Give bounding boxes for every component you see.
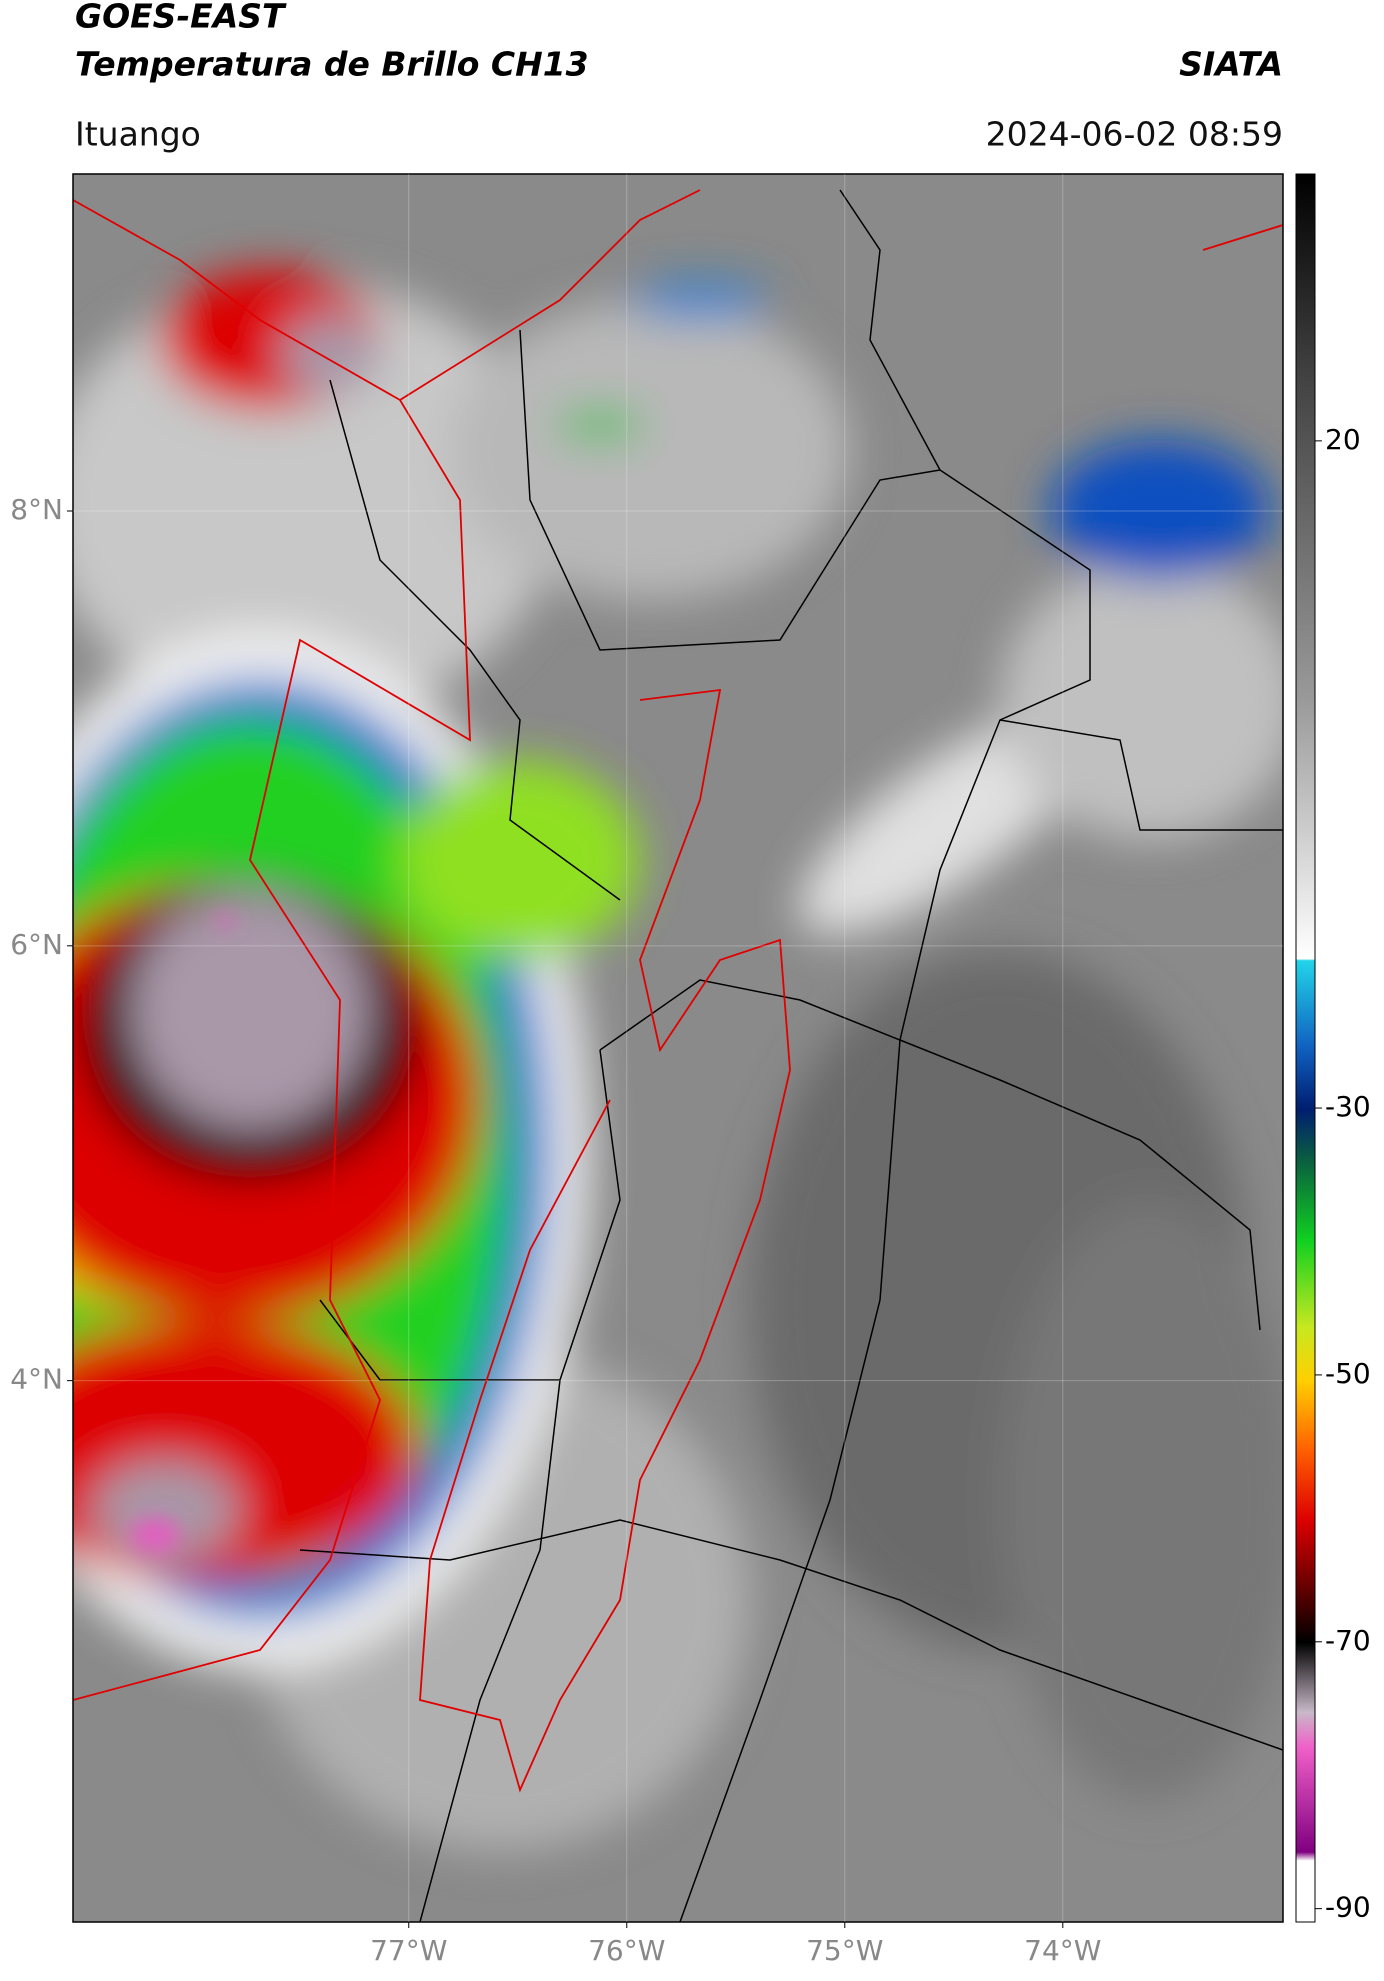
lon-tick-label: 75°W [806,1934,883,1967]
satellite-image [73,174,1283,1922]
colorbar-tick-label: 20 [1325,423,1361,456]
colorbar-tick-label: -30 [1325,1090,1371,1123]
lon-tick-label: 74°W [1024,1934,1101,1967]
lat-tick-label: 4°N [10,1363,63,1396]
location: Ituango [75,115,201,154]
colorbar-tick-label: -90 [1325,1891,1371,1924]
axes: 8°N 6°N 4°N 77°W 76°W 75°W 74°W [10,174,1283,1967]
datetime: 2024-06-02 08:59 [986,115,1283,154]
map-frame [72,173,1284,1923]
colorbar-ticks: 20 -30 -50 -70 -90 [1315,423,1371,1924]
lat-tick-label: 8°N [10,493,63,526]
subtitle: Temperatura de Brillo CH13 [75,45,589,84]
colorbar-tick-label: -50 [1325,1357,1371,1390]
colorbar-tick-label: -70 [1325,1624,1371,1657]
brand: SIATA [1179,45,1283,84]
lon-tick-label: 76°W [588,1934,665,1967]
colorbar [1295,173,1316,1923]
lon-tick-label: 77°W [370,1934,447,1967]
title: GOES-EAST [75,0,287,36]
lat-tick-label: 6°N [10,928,63,961]
